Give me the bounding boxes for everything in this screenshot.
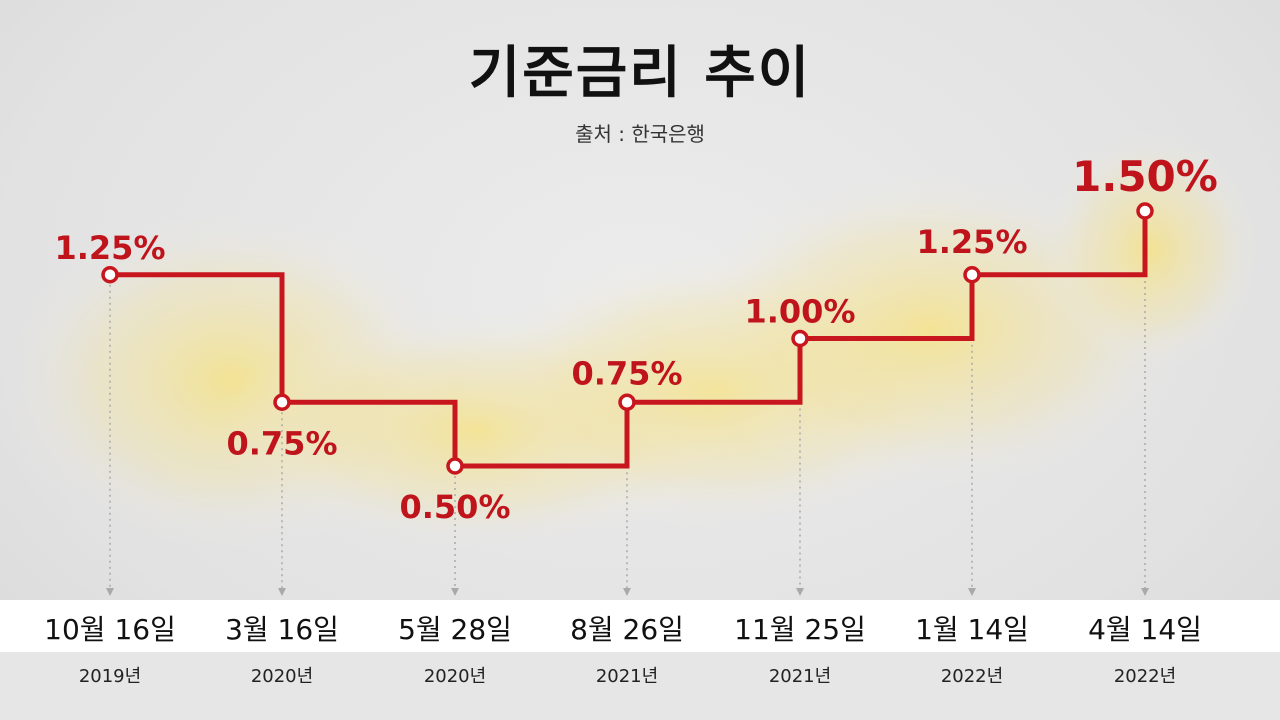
value-label-0: 1.25% (54, 229, 165, 267)
value-label-2: 0.50% (399, 488, 510, 526)
year-tick-label: 2020년 (423, 666, 487, 687)
guide-arrow-5 (968, 588, 976, 596)
date-tick-label: 10월 16일 (44, 613, 176, 646)
glow-4 (1040, 130, 1260, 370)
date-tick-label: 3월 16일 (225, 613, 339, 646)
value-label-3: 0.75% (571, 354, 682, 392)
date-axis-band (0, 600, 1280, 652)
data-point-5 (963, 266, 981, 284)
guide-arrow-3 (623, 588, 631, 596)
chart-title: 기준금리 추이 (468, 41, 812, 106)
date-tick-label: 5월 28일 (398, 613, 512, 646)
guide-arrow-2 (451, 588, 459, 596)
guide-arrow-0 (106, 588, 114, 596)
year-tick-label: 2019년 (78, 666, 142, 687)
data-point-4 (791, 329, 809, 348)
year-axis-band (0, 652, 1280, 720)
data-point-1 (273, 393, 291, 411)
date-tick-label: 1월 14일 (915, 613, 1029, 646)
year-tick-label: 2022년 (1113, 666, 1177, 687)
date-tick-label: 4월 14일 (1088, 613, 1202, 646)
guide-arrow-1 (278, 588, 286, 596)
value-label-4: 1.00% (744, 293, 855, 331)
guide-arrow-4 (796, 588, 804, 596)
year-tick-label: 2020년 (250, 666, 314, 687)
date-tick-label: 11월 25일 (734, 613, 866, 646)
value-label-6: 1.50% (1072, 152, 1218, 201)
data-point-3 (618, 393, 636, 411)
year-tick-label: 2022년 (940, 666, 1004, 687)
guide-arrow-6 (1141, 588, 1149, 596)
date-tick-label: 8월 26일 (570, 613, 684, 646)
value-label-1: 0.75% (226, 424, 337, 462)
value-label-5: 1.25% (916, 223, 1027, 261)
year-tick-label: 2021년 (768, 666, 832, 687)
chart-source: 출처 : 한국은행 (575, 122, 705, 146)
data-point-6 (1136, 202, 1154, 220)
data-point-2 (446, 457, 464, 475)
data-point-0 (101, 266, 119, 284)
year-tick-label: 2021년 (595, 666, 659, 687)
